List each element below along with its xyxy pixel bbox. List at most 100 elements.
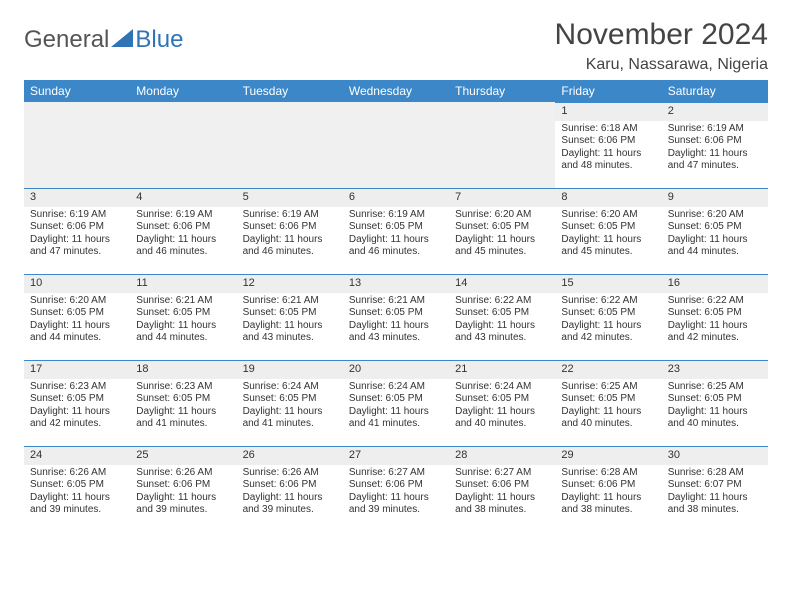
day-number: 12: [237, 275, 343, 293]
day-number: 29: [555, 447, 661, 465]
sunset-line: Sunset: 6:06 PM: [668, 135, 762, 148]
sunrise-line: Sunrise: 6:22 AM: [455, 295, 549, 308]
calendar-cell: 8Sunrise: 6:20 AMSunset: 6:05 PMDaylight…: [555, 188, 661, 274]
cell-body: Sunrise: 6:27 AMSunset: 6:06 PMDaylight:…: [343, 465, 449, 521]
cell-body: Sunrise: 6:18 AMSunset: 6:06 PMDaylight:…: [555, 121, 661, 177]
day-number: 20: [343, 361, 449, 379]
calendar-cell: 10Sunrise: 6:20 AMSunset: 6:05 PMDayligh…: [24, 274, 130, 360]
sunset-line: Sunset: 6:06 PM: [136, 221, 230, 234]
calendar-cell: 7Sunrise: 6:20 AMSunset: 6:05 PMDaylight…: [449, 188, 555, 274]
daylight-line: Daylight: 11 hours and 41 minutes.: [243, 406, 337, 431]
sunrise-line: Sunrise: 6:20 AM: [455, 209, 549, 222]
day-number: 23: [662, 361, 768, 379]
daylight-line: Daylight: 11 hours and 46 minutes.: [243, 234, 337, 259]
cell-body: Sunrise: 6:25 AMSunset: 6:05 PMDaylight:…: [555, 379, 661, 435]
calendar-cell: 30Sunrise: 6:28 AMSunset: 6:07 PMDayligh…: [662, 446, 768, 532]
calendar-cell-empty: [24, 102, 130, 188]
calendar-cell: 21Sunrise: 6:24 AMSunset: 6:05 PMDayligh…: [449, 360, 555, 446]
sunrise-line: Sunrise: 6:24 AM: [243, 381, 337, 394]
day-number: 21: [449, 361, 555, 379]
day-number: 17: [24, 361, 130, 379]
sunset-line: Sunset: 6:06 PM: [243, 221, 337, 234]
calendar-cell: 5Sunrise: 6:19 AMSunset: 6:06 PMDaylight…: [237, 188, 343, 274]
cell-body: Sunrise: 6:22 AMSunset: 6:05 PMDaylight:…: [555, 293, 661, 349]
sunset-line: Sunset: 6:05 PM: [455, 307, 549, 320]
day-number: 28: [449, 447, 555, 465]
calendar-cell: 16Sunrise: 6:22 AMSunset: 6:05 PMDayligh…: [662, 274, 768, 360]
calendar-cell: 25Sunrise: 6:26 AMSunset: 6:06 PMDayligh…: [130, 446, 236, 532]
daylight-line: Daylight: 11 hours and 38 minutes.: [561, 492, 655, 517]
sunset-line: Sunset: 6:05 PM: [668, 307, 762, 320]
calendar-cell: 17Sunrise: 6:23 AMSunset: 6:05 PMDayligh…: [24, 360, 130, 446]
sunset-line: Sunset: 6:06 PM: [136, 479, 230, 492]
sunset-line: Sunset: 6:05 PM: [455, 221, 549, 234]
brand-part1: General: [24, 26, 109, 54]
sunset-line: Sunset: 6:06 PM: [349, 479, 443, 492]
daylight-line: Daylight: 11 hours and 38 minutes.: [668, 492, 762, 517]
sunrise-line: Sunrise: 6:22 AM: [561, 295, 655, 308]
day-number: 24: [24, 447, 130, 465]
daylight-line: Daylight: 11 hours and 39 minutes.: [349, 492, 443, 517]
day-number: 22: [555, 361, 661, 379]
sunrise-line: Sunrise: 6:22 AM: [668, 295, 762, 308]
cell-body: Sunrise: 6:20 AMSunset: 6:05 PMDaylight:…: [24, 293, 130, 349]
calendar-cell: 13Sunrise: 6:21 AMSunset: 6:05 PMDayligh…: [343, 274, 449, 360]
daylight-line: Daylight: 11 hours and 48 minutes.: [561, 148, 655, 173]
cell-body: Sunrise: 6:19 AMSunset: 6:06 PMDaylight:…: [237, 207, 343, 263]
sunset-line: Sunset: 6:05 PM: [136, 393, 230, 406]
cell-body: Sunrise: 6:19 AMSunset: 6:06 PMDaylight:…: [130, 207, 236, 263]
cell-body: Sunrise: 6:24 AMSunset: 6:05 PMDaylight:…: [343, 379, 449, 435]
cell-body: Sunrise: 6:19 AMSunset: 6:06 PMDaylight:…: [24, 207, 130, 263]
calendar-cell: 20Sunrise: 6:24 AMSunset: 6:05 PMDayligh…: [343, 360, 449, 446]
daylight-line: Daylight: 11 hours and 40 minutes.: [561, 406, 655, 431]
calendar-cell: 6Sunrise: 6:19 AMSunset: 6:05 PMDaylight…: [343, 188, 449, 274]
daylight-line: Daylight: 11 hours and 38 minutes.: [455, 492, 549, 517]
brand-triangle-icon: [111, 26, 133, 54]
daylight-line: Daylight: 11 hours and 39 minutes.: [243, 492, 337, 517]
daylight-line: Daylight: 11 hours and 43 minutes.: [455, 320, 549, 345]
calendar-cell: 24Sunrise: 6:26 AMSunset: 6:05 PMDayligh…: [24, 446, 130, 532]
daylight-line: Daylight: 11 hours and 43 minutes.: [349, 320, 443, 345]
daylight-line: Daylight: 11 hours and 47 minutes.: [30, 234, 124, 259]
daylight-line: Daylight: 11 hours and 40 minutes.: [668, 406, 762, 431]
calendar-cell: 26Sunrise: 6:26 AMSunset: 6:06 PMDayligh…: [237, 446, 343, 532]
sunrise-line: Sunrise: 6:19 AM: [136, 209, 230, 222]
cell-body: Sunrise: 6:25 AMSunset: 6:05 PMDaylight:…: [662, 379, 768, 435]
sunrise-line: Sunrise: 6:25 AM: [668, 381, 762, 394]
day-number: 18: [130, 361, 236, 379]
cell-body: Sunrise: 6:27 AMSunset: 6:06 PMDaylight:…: [449, 465, 555, 521]
header-row: General Blue November 2024 Karu, Nassara…: [24, 18, 768, 74]
sunrise-line: Sunrise: 6:27 AM: [455, 467, 549, 480]
daylight-line: Daylight: 11 hours and 43 minutes.: [243, 320, 337, 345]
daylight-line: Daylight: 11 hours and 42 minutes.: [30, 406, 124, 431]
sunset-line: Sunset: 6:05 PM: [349, 221, 443, 234]
day-number: 5: [237, 189, 343, 207]
day-number: 25: [130, 447, 236, 465]
cell-body: Sunrise: 6:28 AMSunset: 6:07 PMDaylight:…: [662, 465, 768, 521]
daylight-line: Daylight: 11 hours and 47 minutes.: [668, 148, 762, 173]
cell-body: Sunrise: 6:19 AMSunset: 6:06 PMDaylight:…: [662, 121, 768, 177]
sunrise-line: Sunrise: 6:19 AM: [349, 209, 443, 222]
daylight-line: Daylight: 11 hours and 42 minutes.: [561, 320, 655, 345]
day-number: 26: [237, 447, 343, 465]
sunset-line: Sunset: 6:05 PM: [349, 393, 443, 406]
sunrise-line: Sunrise: 6:23 AM: [136, 381, 230, 394]
sunrise-line: Sunrise: 6:19 AM: [30, 209, 124, 222]
location-text: Karu, Nassarawa, Nigeria: [555, 56, 768, 74]
day-number: 11: [130, 275, 236, 293]
weekday-label: Saturday: [662, 80, 768, 102]
cell-body: Sunrise: 6:24 AMSunset: 6:05 PMDaylight:…: [237, 379, 343, 435]
calendar-cell: 12Sunrise: 6:21 AMSunset: 6:05 PMDayligh…: [237, 274, 343, 360]
brand-logo: General Blue: [24, 18, 183, 54]
day-number: 3: [24, 189, 130, 207]
day-number: 8: [555, 189, 661, 207]
sunrise-line: Sunrise: 6:28 AM: [561, 467, 655, 480]
sunrise-line: Sunrise: 6:18 AM: [561, 123, 655, 136]
calendar-cell: 18Sunrise: 6:23 AMSunset: 6:05 PMDayligh…: [130, 360, 236, 446]
day-number: 4: [130, 189, 236, 207]
weekday-label: Monday: [130, 80, 236, 102]
daylight-line: Daylight: 11 hours and 45 minutes.: [561, 234, 655, 259]
daylight-line: Daylight: 11 hours and 39 minutes.: [30, 492, 124, 517]
day-number: 19: [237, 361, 343, 379]
day-number: 14: [449, 275, 555, 293]
